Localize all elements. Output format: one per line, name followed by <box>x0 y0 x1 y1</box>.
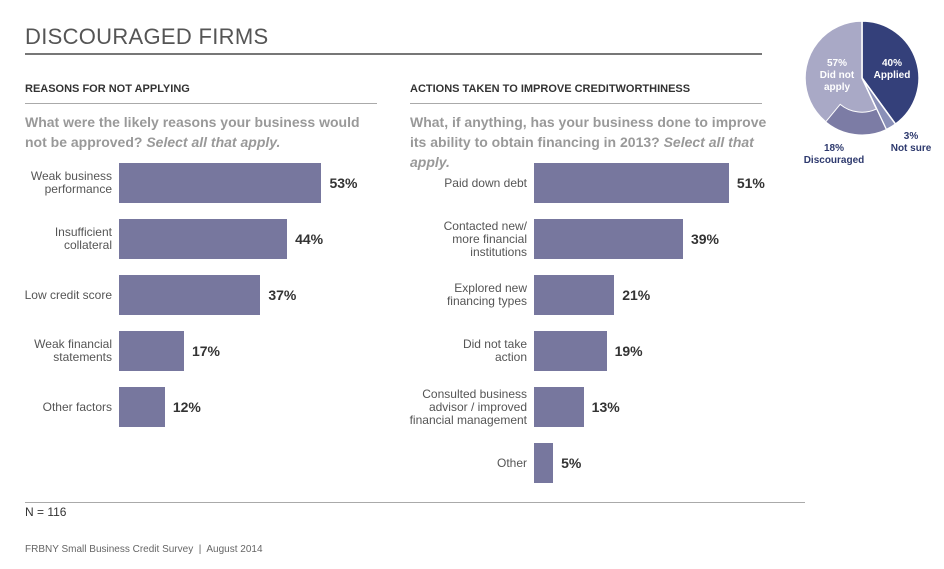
category-label: Weak financial statements <box>34 337 112 364</box>
category-label: Low credit score <box>24 287 112 302</box>
value-label: 39% <box>690 231 719 247</box>
pie-value-label: 18% <box>823 143 844 154</box>
bar <box>534 163 729 203</box>
pie-category-label: Not sure <box>890 143 932 154</box>
value-label: 17% <box>191 343 220 359</box>
bar <box>119 387 165 427</box>
value-label: 37% <box>268 287 297 303</box>
question: What were the likely reasons your busine… <box>25 112 385 152</box>
pie-category-label: Discouraged <box>803 155 865 166</box>
value-label: 44% <box>295 231 324 247</box>
value-label: 53% <box>329 175 358 191</box>
category-label: Explored new financing types <box>446 281 527 308</box>
section-rule <box>25 103 377 104</box>
bar <box>119 219 288 259</box>
question-emphasis: Select all that apply. <box>410 134 754 170</box>
category-label: Paid down debt <box>444 175 527 190</box>
value-label: 19% <box>614 343 643 359</box>
footer: FRBNY Small Business Credit Survey | Aug… <box>25 544 263 555</box>
bottom-rule <box>25 502 805 503</box>
value-label: 12% <box>172 399 201 415</box>
value-label: 51% <box>736 175 765 191</box>
sample-note: N = 116 <box>25 505 67 519</box>
pie-value-label: 40% <box>881 58 902 69</box>
pie-label: 57% Did not apply <box>814 58 860 94</box>
category-label: Insufficient collateral <box>54 225 112 252</box>
bar <box>534 275 615 315</box>
bar <box>119 275 261 315</box>
question-emphasis: Select all that apply. <box>146 134 281 150</box>
pie-category-label: Did not apply <box>819 70 855 93</box>
value-label: 13% <box>591 399 620 415</box>
pie-slice <box>861 20 920 126</box>
pie-chart <box>804 20 920 136</box>
bar <box>534 387 584 427</box>
pie-category-label: Applied <box>873 70 911 81</box>
pie-label: 18% Discouraged <box>800 143 868 167</box>
category-label: Did not take action <box>462 337 527 364</box>
section-title: ACTIONS TAKEN TO IMPROVE CREDITWORTHINES… <box>410 83 691 95</box>
section-rule <box>410 103 762 104</box>
category-label: Other factors <box>42 399 112 414</box>
bar <box>534 219 683 259</box>
category-label: Weak business performance <box>30 169 112 196</box>
bar <box>534 443 554 483</box>
title-rule <box>25 53 762 55</box>
category-label: Contacted new/ more financial institutio… <box>443 218 527 259</box>
section-title: REASONS FOR NOT APPLYING <box>25 83 190 95</box>
pie-label: 3% Not sure <box>886 131 936 155</box>
question-text: What were the likely reasons your busine… <box>25 114 360 150</box>
bar <box>534 331 607 371</box>
pie-label: 40% Applied <box>864 58 920 82</box>
pie-subslice <box>824 103 887 136</box>
value-label: 5% <box>561 455 582 471</box>
question-text: What, if anything, has your business don… <box>410 114 767 150</box>
bar <box>119 163 322 203</box>
category-label: Consulted business advisor / improved fi… <box>409 386 527 427</box>
question: What, if anything, has your business don… <box>410 112 770 172</box>
bar <box>119 331 184 371</box>
value-label: 21% <box>622 287 651 303</box>
pie-value-label: 3% <box>903 131 919 142</box>
category-label: Other <box>496 455 527 470</box>
page-title: DISCOURAGED FIRMS <box>25 24 269 49</box>
pie-value-label: 57% <box>826 58 847 69</box>
